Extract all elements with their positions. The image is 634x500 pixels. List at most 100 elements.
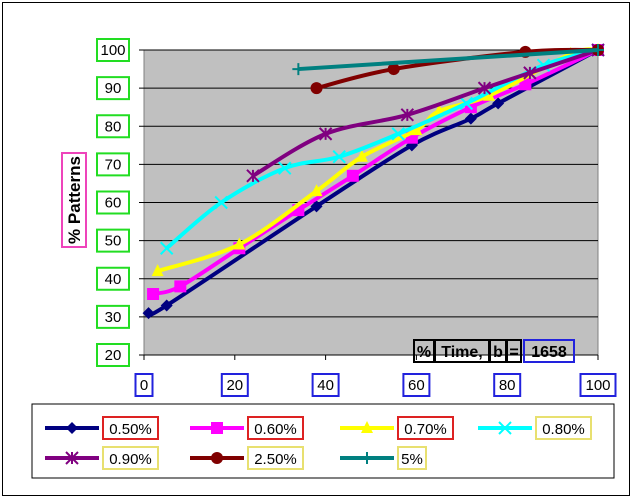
data-point <box>387 63 400 76</box>
legend: 0.50% 0.60% 0.70% 0.80% 0.90% 2.50% 5% <box>45 416 592 470</box>
data-point <box>174 280 187 293</box>
y-tick-label: 40 <box>105 271 122 288</box>
legend-label-box <box>247 446 304 470</box>
y-tick-label-box <box>96 114 130 139</box>
legend-swatch-marker <box>65 451 79 465</box>
y-axis-title-group: % Patterns <box>61 152 87 248</box>
data-point <box>318 127 333 141</box>
data-point <box>355 149 368 162</box>
legend-label: 0.70% <box>404 421 447 438</box>
data-point <box>142 307 155 320</box>
y-tick-label: 20 <box>105 347 122 364</box>
y-tick-label: 80 <box>105 118 122 135</box>
y-tick-label: 90 <box>105 80 122 97</box>
legend-item-6: 5% <box>340 446 427 470</box>
x-axis-ticks: 0 20 40 60 80 100 <box>134 373 617 397</box>
y-tick-label-box <box>96 76 130 101</box>
x-axis-title-part-2: Time, <box>441 344 483 361</box>
legend-label: 5% <box>401 451 423 468</box>
series-6 <box>292 44 604 76</box>
data-point <box>492 97 505 110</box>
data-point <box>346 169 359 182</box>
y-tick-label-box <box>96 38 130 62</box>
data-point <box>332 150 346 164</box>
legend-label-box <box>102 446 159 470</box>
data-point <box>519 78 532 91</box>
x-tick-label: 20 <box>226 377 243 394</box>
y-tick-label: 50 <box>105 233 122 250</box>
y-tick-label-box <box>96 228 130 253</box>
legend-label-box <box>247 416 304 440</box>
legend-item-4: 0.90% <box>45 446 159 470</box>
data-point <box>151 264 164 277</box>
x-tick-label-box <box>311 373 340 397</box>
series-line-6 <box>298 48 599 72</box>
legend-label: 0.50% <box>109 421 152 438</box>
legend-swatch-marker <box>211 422 223 434</box>
y-tick-label-box <box>96 190 130 215</box>
x-tick-label: 40 <box>317 377 334 394</box>
data-point <box>310 82 323 95</box>
x-tick-label-box <box>579 373 617 397</box>
data-point <box>400 108 415 122</box>
legend-label-box <box>397 416 454 440</box>
data-point <box>310 200 323 213</box>
y-tick-label: 100 <box>100 42 125 59</box>
data-point <box>410 123 423 136</box>
y-tick-label-box <box>96 266 130 291</box>
data-point <box>483 88 496 101</box>
y-tick-label-box <box>96 343 130 367</box>
x-axis-title-group: % Time, b = 1658 <box>413 339 575 363</box>
data-point <box>147 288 160 300</box>
legend-swatch-marker <box>211 452 223 464</box>
legend-label: 0.60% <box>254 421 297 438</box>
x-tick-label: 80 <box>499 377 516 394</box>
data-point <box>464 112 477 125</box>
y-tick-label-box <box>96 304 130 329</box>
legend-swatch-marker <box>361 421 373 433</box>
data-point <box>233 237 246 250</box>
legend-label-box <box>102 416 159 440</box>
data-point <box>278 161 292 175</box>
chart-frame <box>2 2 630 496</box>
legend-item-2: 0.70% <box>340 416 454 440</box>
legend-swatch-marker <box>361 452 373 464</box>
data-point <box>246 169 260 183</box>
data-point <box>160 299 173 312</box>
x-axis-title-part-3: b <box>493 344 503 361</box>
legend-label: 0.90% <box>109 451 152 468</box>
legend-item-5: 2.50% <box>190 446 304 470</box>
y-axis-ticks: 20 30 40 50 60 70 80 90 100 <box>96 38 130 367</box>
data-point <box>592 44 604 56</box>
x-axis-title-part-1: % <box>417 344 431 361</box>
x-tick-label-box <box>134 373 154 397</box>
data-point <box>477 81 492 95</box>
legend-swatch-marker <box>498 421 512 435</box>
x-tick-label: 100 <box>585 377 610 394</box>
y-tick-label: 60 <box>105 195 122 212</box>
legend-label: 0.80% <box>542 421 585 438</box>
x-tick-label: 60 <box>408 377 425 394</box>
data-point <box>310 184 323 197</box>
legend-label-box <box>535 416 592 440</box>
x-axis-title-part-5: 1658 <box>531 344 567 361</box>
legend-item-1: 0.60% <box>190 416 304 440</box>
data-point <box>214 195 228 210</box>
legend-swatch-marker <box>66 422 78 434</box>
x-axis-title-part-4: = <box>509 344 518 361</box>
x-tick-label-box <box>493 373 522 397</box>
x-tick-label-box <box>220 373 249 397</box>
legend-item-0: 0.50% <box>45 416 159 440</box>
legend-label-box <box>397 446 427 470</box>
data-point <box>391 127 405 141</box>
y-tick-label-box <box>96 152 130 177</box>
series-lines <box>142 43 605 320</box>
x-tick-label-box <box>402 373 431 397</box>
y-tick-label: 70 <box>105 156 122 173</box>
legend-label: 2.50% <box>254 451 297 468</box>
y-axis-title: % Patterns <box>65 156 84 244</box>
data-point <box>523 66 537 80</box>
y-tick-label: 30 <box>105 309 122 326</box>
legend-item-3: 0.80% <box>478 416 592 440</box>
